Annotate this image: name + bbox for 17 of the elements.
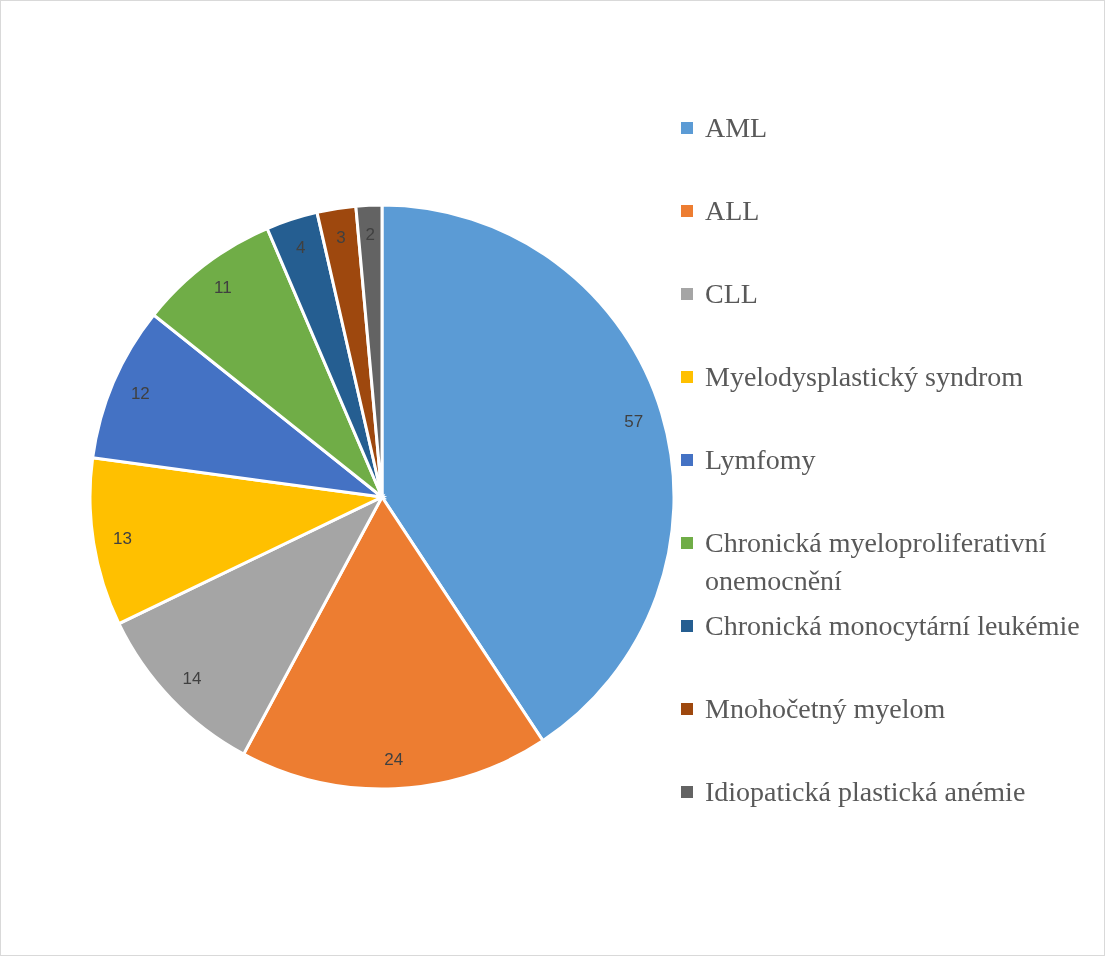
legend-label: AML <box>705 111 769 145</box>
legend-label: Mnohočetný myelom <box>705 692 947 726</box>
data-label: 24 <box>384 750 404 770</box>
legend-label: Chronická monocytární leukémie <box>705 609 1081 643</box>
legend-label: Chronická myeloproliferativní onemocnění <box>705 526 1048 598</box>
legend-label: Myelodysplastický syndrom <box>705 360 1025 394</box>
legend-label: CLL <box>705 277 759 311</box>
data-label: 57 <box>624 411 644 431</box>
data-label: 11 <box>213 278 232 298</box>
data-label: 13 <box>112 528 132 548</box>
data-label: 4 <box>296 237 306 257</box>
data-label: 14 <box>182 669 202 689</box>
data-label: 12 <box>130 384 150 404</box>
legend-label: ALL <box>705 194 761 228</box>
legend-label: Idiopatická plastická anémie <box>705 775 1027 809</box>
legend-label: Lymfomy <box>705 443 817 477</box>
data-label: 3 <box>336 227 346 247</box>
